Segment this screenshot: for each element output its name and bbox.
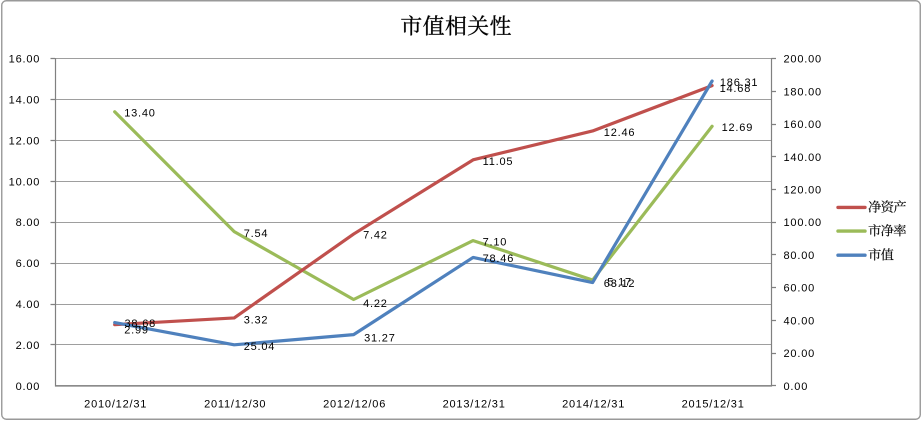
svg-text:7.54: 7.54 xyxy=(244,228,269,240)
svg-text:12.46: 12.46 xyxy=(604,127,636,139)
svg-text:40.00: 40.00 xyxy=(784,315,816,327)
svg-text:20.00: 20.00 xyxy=(784,348,816,360)
svg-text:0.00: 0.00 xyxy=(784,381,809,393)
svg-text:12.69: 12.69 xyxy=(722,122,754,134)
svg-text:160.00: 160.00 xyxy=(784,119,822,131)
svg-text:6.00: 6.00 xyxy=(16,258,41,270)
svg-text:16.00: 16.00 xyxy=(9,54,41,66)
svg-text:8.00: 8.00 xyxy=(16,217,41,229)
svg-text:100.00: 100.00 xyxy=(784,217,822,229)
svg-text:120.00: 120.00 xyxy=(784,185,822,197)
svg-text:2.00: 2.00 xyxy=(16,340,41,352)
svg-text:2013/12/31: 2013/12/31 xyxy=(443,399,506,411)
svg-text:140.00: 140.00 xyxy=(784,152,822,164)
svg-text:180.00: 180.00 xyxy=(784,86,822,98)
svg-text:14.00: 14.00 xyxy=(9,95,41,107)
svg-text:2015/12/31: 2015/12/31 xyxy=(682,399,745,411)
svg-text:25.04: 25.04 xyxy=(244,341,276,353)
svg-text:38.68: 38.68 xyxy=(125,318,157,330)
svg-text:80.00: 80.00 xyxy=(784,250,816,262)
svg-text:7.10: 7.10 xyxy=(483,237,508,249)
svg-text:4.00: 4.00 xyxy=(16,299,41,311)
svg-text:63.12: 63.12 xyxy=(604,278,636,290)
svg-text:12.00: 12.00 xyxy=(9,135,41,147)
svg-text:2.99: 2.99 xyxy=(124,325,149,337)
svg-text:11.05: 11.05 xyxy=(483,156,514,168)
svg-text:13.40: 13.40 xyxy=(124,107,156,119)
svg-text:4.22: 4.22 xyxy=(363,298,388,310)
svg-text:5.17: 5.17 xyxy=(607,277,632,289)
svg-text:14.68: 14.68 xyxy=(720,83,752,95)
svg-text:3.32: 3.32 xyxy=(244,314,269,326)
svg-text:0.00: 0.00 xyxy=(16,381,41,393)
svg-text:2012/12/06: 2012/12/06 xyxy=(323,399,386,411)
svg-text:200.00: 200.00 xyxy=(784,54,822,66)
svg-text:2010/12/31: 2010/12/31 xyxy=(84,399,147,411)
svg-text:78.46: 78.46 xyxy=(483,253,515,265)
svg-text:186.31: 186.31 xyxy=(720,77,758,89)
svg-text:2011/12/30: 2011/12/30 xyxy=(204,399,266,411)
svg-text:7.42: 7.42 xyxy=(363,230,388,242)
svg-text:60.00: 60.00 xyxy=(784,283,816,295)
svg-text:31.27: 31.27 xyxy=(364,333,396,345)
svg-text:10.00: 10.00 xyxy=(9,176,41,188)
svg-text:2014/12/31: 2014/12/31 xyxy=(562,399,625,411)
